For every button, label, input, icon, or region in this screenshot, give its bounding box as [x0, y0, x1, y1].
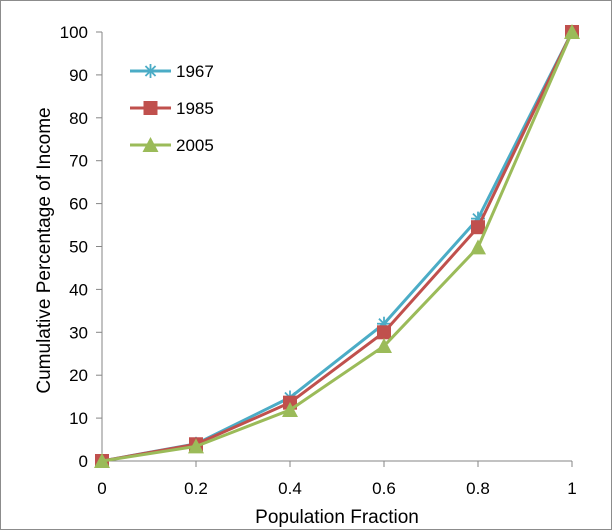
x-tick-label: 0.4	[278, 479, 302, 498]
triangle-marker	[470, 239, 486, 255]
legend-label: 1985	[176, 99, 214, 118]
y-tick-label: 70	[69, 152, 88, 171]
series-1985	[95, 25, 579, 468]
y-tick-label: 0	[79, 452, 88, 471]
y-tick-label: 90	[69, 66, 88, 85]
x-tick-label: 0.6	[372, 479, 396, 498]
legend-label: 1967	[176, 62, 214, 81]
triangle-marker	[564, 24, 580, 39]
axes	[96, 31, 573, 467]
legend: 1967 1985 2005	[130, 62, 214, 155]
legend-item-1985: 1985	[130, 99, 214, 118]
triangle-marker	[142, 137, 159, 152]
y-tick-label: 10	[69, 409, 88, 428]
asterisk-marker	[143, 64, 158, 78]
series-line	[101, 31, 574, 463]
y-tick-label: 20	[69, 366, 88, 385]
x-axis-title: Population Fraction	[255, 507, 419, 528]
legend-item-2005: 2005	[130, 136, 214, 155]
legend-item-1967: 1967	[130, 62, 214, 81]
y-tick-label: 80	[69, 109, 88, 128]
x-tick-label: 0	[97, 479, 106, 498]
x-tick-label: 0.8	[466, 479, 490, 498]
y-tick-label: 60	[69, 195, 88, 214]
square-marker	[143, 101, 158, 115]
triangle-marker	[94, 453, 110, 468]
series-2005	[94, 24, 580, 468]
y-tick-labels: 0 10 20 30 40 50 60 70 80 90 100	[60, 23, 88, 471]
y-tick-label: 30	[69, 323, 88, 342]
series-line	[101, 31, 574, 463]
x-tick-label: 0.2	[184, 479, 208, 498]
square-marker	[377, 325, 391, 340]
y-axis-title: Cumulative Percentage of Income	[34, 107, 55, 393]
x-tick-label: 1	[567, 479, 576, 498]
square-marker	[471, 220, 485, 235]
series-line	[101, 31, 574, 463]
triangle-marker	[282, 401, 298, 417]
series-layer	[94, 24, 580, 468]
legend-label: 2005	[176, 136, 214, 155]
y-tick-label: 50	[69, 238, 88, 257]
triangle-marker	[376, 338, 392, 354]
x-tick-labels: 0 0.2 0.4 0.6 0.8 1	[97, 479, 576, 498]
y-tick-label: 100	[60, 23, 88, 42]
y-tick-label: 40	[69, 280, 88, 299]
series-1967	[95, 25, 579, 468]
triangle-marker	[188, 438, 204, 454]
